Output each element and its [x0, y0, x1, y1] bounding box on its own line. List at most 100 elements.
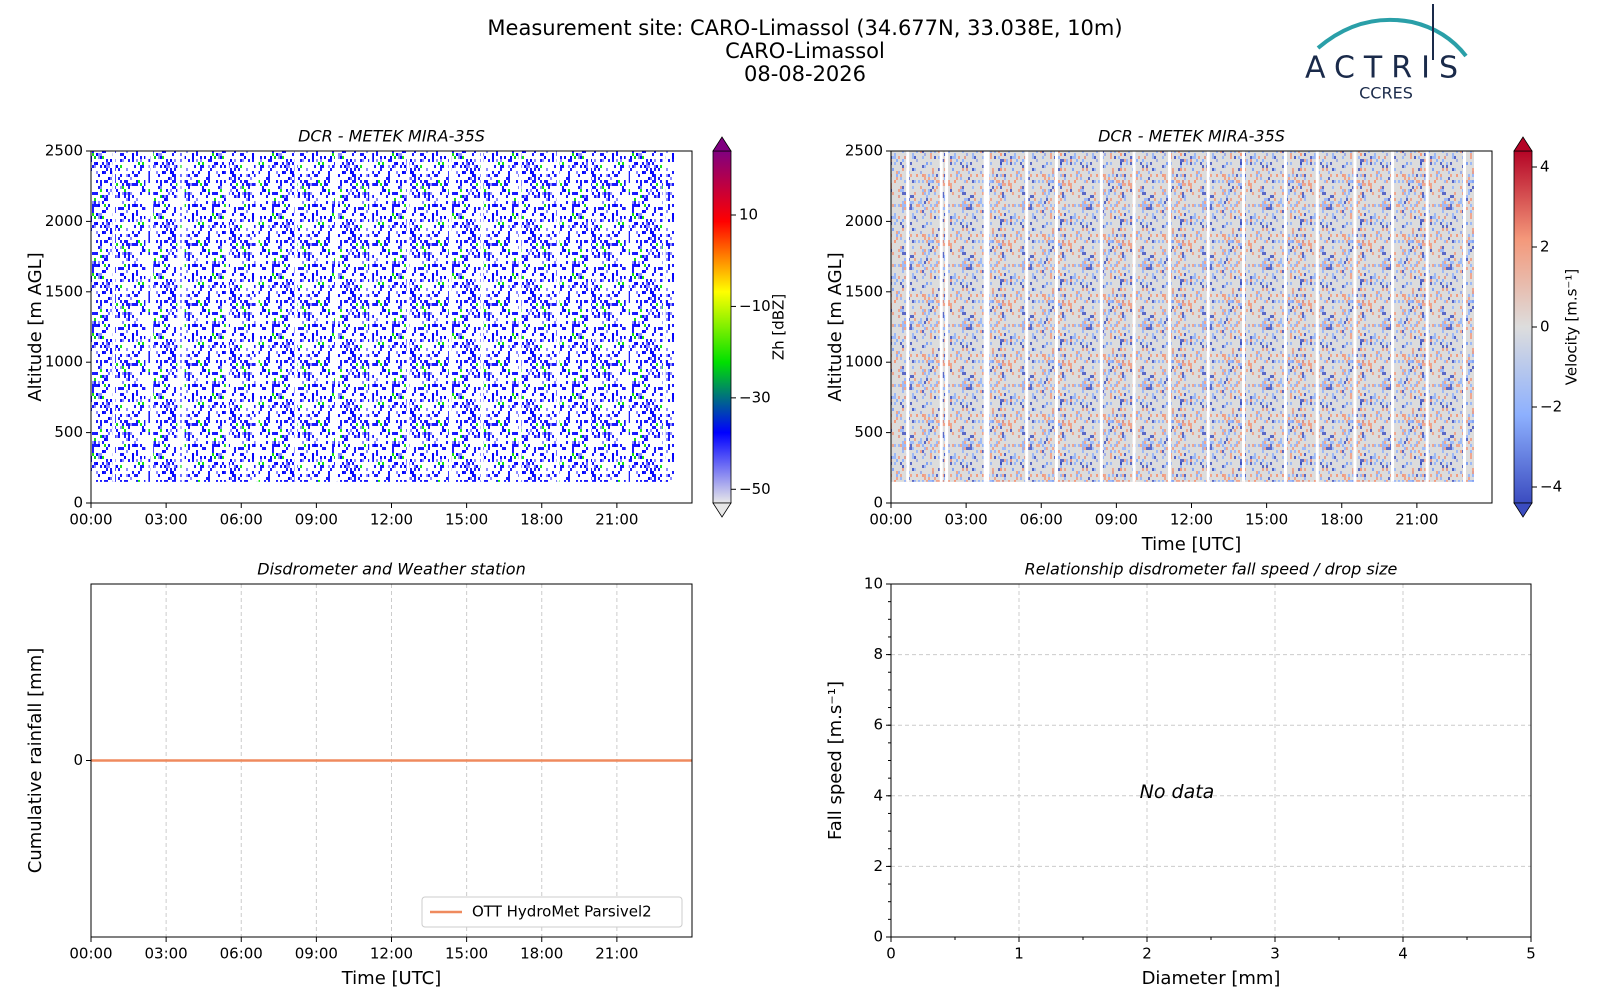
y-tick-label: 2000	[45, 212, 83, 230]
colorbar-tick-label: −4	[1540, 478, 1562, 496]
logo-subtitle: CCRES	[1359, 84, 1413, 103]
y-tick-label: 2500	[45, 142, 83, 160]
radar-gap	[294, 151, 298, 482]
radar-gap	[369, 151, 373, 482]
radar-gap	[625, 151, 629, 482]
annotation: No data	[1140, 781, 1215, 803]
x-tick-label: 03:00	[145, 511, 188, 529]
y-tick-label: 500	[54, 423, 83, 441]
colorbar-extend	[712, 502, 732, 518]
x-tick-label: 18:00	[520, 945, 563, 963]
radar-gap	[983, 151, 987, 482]
header-title: CARO-Limassol	[725, 39, 885, 63]
colorbar-tick-label: 10	[739, 206, 758, 224]
radar-gap	[1283, 151, 1287, 482]
y-tick-label: 1000	[45, 353, 83, 371]
radar-gap	[1425, 151, 1429, 482]
radar-gap	[1241, 151, 1245, 482]
radar-gap	[1168, 151, 1172, 482]
radar-gap	[1099, 151, 1103, 482]
plot-frame	[890, 150, 1493, 504]
panel-title: Disdrometer and Weather station	[257, 560, 525, 579]
colorbar-tick-label: −30	[739, 388, 771, 406]
x-tick-label: 00:00	[69, 511, 112, 529]
x-tick-label: 21:00	[1395, 511, 1438, 529]
radar-gap	[518, 151, 522, 482]
legend-box	[421, 896, 683, 928]
x-tick-label: 5	[1526, 945, 1536, 963]
y-axis-label: Cumulative rainfall [mm]	[25, 648, 46, 874]
y-tick-label: 2000	[845, 212, 883, 230]
radar-gap	[556, 151, 560, 482]
radar-gap	[225, 151, 229, 482]
y-tick-label: 4	[873, 786, 883, 804]
colorbar-extend	[1513, 136, 1533, 152]
x-tick-label: 12:00	[370, 511, 413, 529]
y-tick-label: 2	[873, 857, 883, 875]
radar-gap	[1054, 151, 1058, 482]
x-tick-label: 12:00	[370, 945, 413, 963]
y-tick-label: 0	[73, 494, 83, 512]
x-tick-label: 03:00	[945, 511, 988, 529]
x-tick-label: 00:00	[869, 511, 912, 529]
colorbar-extend	[712, 136, 732, 152]
x-tick-label: 09:00	[295, 945, 338, 963]
radar-gap	[177, 151, 181, 482]
radar-gap	[945, 151, 949, 482]
x-tick-label: 21:00	[595, 511, 638, 529]
header-title: Measurement site: CARO-Limassol (34.677N…	[487, 16, 1122, 40]
radar-gap	[1132, 151, 1136, 482]
logo: ACTRIS CCRES	[1305, 4, 1468, 103]
header-title: 08-08-2026	[744, 62, 866, 86]
x-tick-label: 12:00	[1170, 511, 1213, 529]
plot-frame	[890, 583, 1532, 938]
y-tick-label: 1500	[45, 282, 83, 300]
radar-gap	[112, 151, 116, 482]
y-axis-label: Altitude [m AGL]	[825, 252, 846, 401]
y-tick-label: 8	[873, 645, 883, 663]
colorbar-tick-label: 4	[1540, 158, 1550, 176]
plot-frame	[90, 150, 693, 504]
y-tick-label: 1000	[845, 353, 883, 371]
radar-gap	[1353, 151, 1357, 482]
y-tick-label: 6	[873, 716, 883, 734]
radar-gap	[1025, 151, 1029, 482]
plot-frame	[90, 583, 693, 938]
radar-gap	[334, 151, 338, 482]
radar-gap	[448, 151, 452, 482]
radar-gap	[939, 151, 943, 482]
radar-gap	[906, 151, 910, 482]
colorbar-label: Velocity [m.s⁻¹]	[1563, 269, 1581, 385]
x-tick-label: 4	[1398, 945, 1408, 963]
colorbar-tick-label: −2	[1540, 398, 1562, 416]
colorbar-tick-label: 0	[1540, 318, 1550, 336]
colorbar	[712, 150, 732, 504]
radar-gap	[145, 151, 149, 482]
radar-gap	[255, 151, 259, 482]
x-tick-label: 09:00	[295, 511, 338, 529]
y-tick-label: 2500	[845, 142, 883, 160]
x-tick-label: 3	[1270, 945, 1280, 963]
colorbar-extend	[1513, 502, 1533, 518]
y-tick-label: 500	[854, 423, 883, 441]
radar-image	[91, 151, 674, 482]
panel-title: DCR - METEK MIRA-35S	[298, 127, 485, 146]
y-tick-label: 10	[864, 575, 883, 593]
x-tick-label: 21:00	[595, 945, 638, 963]
x-tick-label: 09:00	[1095, 511, 1138, 529]
radar-gap	[662, 151, 666, 482]
x-tick-label: 18:00	[520, 511, 563, 529]
x-tick-label: 06:00	[1020, 511, 1063, 529]
colorbar-tick-label: −10	[739, 297, 771, 315]
legend-label: OTT HydroMet Parsivel2	[472, 903, 652, 921]
radar-image	[891, 151, 1474, 482]
radar-gap	[1206, 151, 1210, 482]
radar-gap	[406, 151, 410, 482]
radar-gap	[150, 151, 154, 482]
y-axis-label: Altitude [m AGL]	[25, 252, 46, 401]
x-axis-label: Diameter [mm]	[1142, 968, 1281, 989]
radar-gap	[1391, 151, 1395, 482]
x-tick-label: 2	[1142, 945, 1152, 963]
y-tick-label: 1500	[845, 282, 883, 300]
